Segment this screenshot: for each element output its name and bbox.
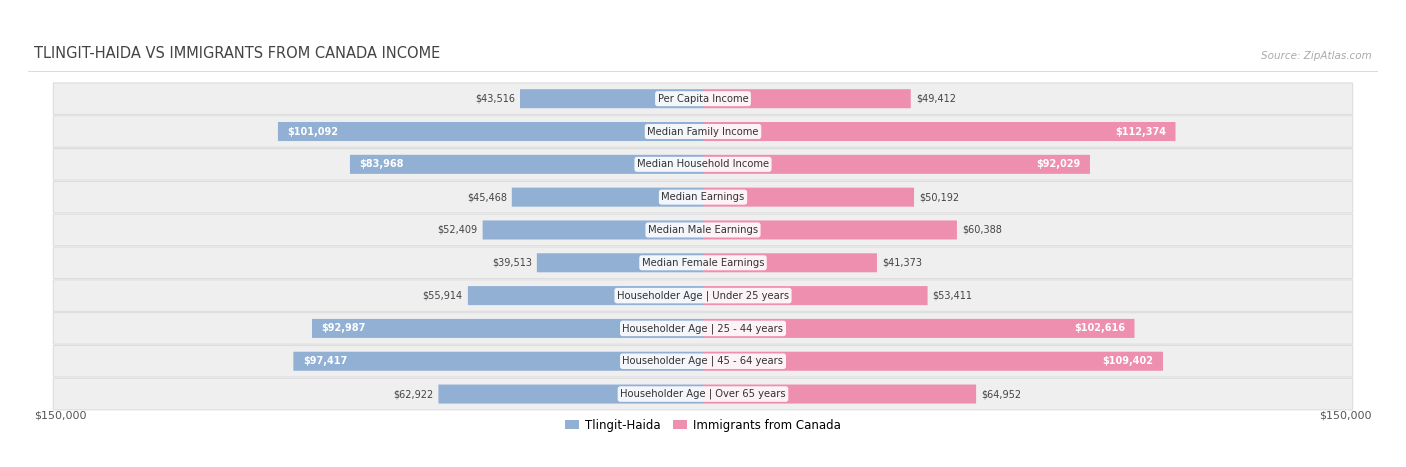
FancyBboxPatch shape [482,220,703,240]
FancyBboxPatch shape [537,253,703,272]
FancyBboxPatch shape [53,149,1353,180]
FancyBboxPatch shape [294,352,703,371]
Text: $102,616: $102,616 [1074,324,1125,333]
FancyBboxPatch shape [53,280,1353,311]
Text: $50,192: $50,192 [920,192,959,202]
FancyBboxPatch shape [350,155,703,174]
Text: $43,516: $43,516 [475,94,515,104]
Text: Median Earnings: Median Earnings [661,192,745,202]
Text: Per Capita Income: Per Capita Income [658,94,748,104]
FancyBboxPatch shape [703,384,976,403]
Legend: Tlingit-Haida, Immigrants from Canada: Tlingit-Haida, Immigrants from Canada [561,414,845,436]
Text: Householder Age | Under 25 years: Householder Age | Under 25 years [617,290,789,301]
Text: $62,922: $62,922 [394,389,433,399]
Text: $64,952: $64,952 [981,389,1021,399]
Text: $92,029: $92,029 [1036,159,1080,170]
FancyBboxPatch shape [53,378,1353,410]
Text: $55,914: $55,914 [423,290,463,301]
Text: $97,417: $97,417 [302,356,347,366]
Text: Householder Age | Over 65 years: Householder Age | Over 65 years [620,389,786,399]
FancyBboxPatch shape [703,220,957,240]
FancyBboxPatch shape [703,89,911,108]
FancyBboxPatch shape [439,384,703,403]
Text: Median Family Income: Median Family Income [647,127,759,136]
FancyBboxPatch shape [53,247,1353,278]
Text: $112,374: $112,374 [1115,127,1166,136]
Text: Source: ZipAtlas.com: Source: ZipAtlas.com [1261,51,1372,61]
Text: $60,388: $60,388 [962,225,1002,235]
Text: $150,000: $150,000 [34,410,87,420]
Text: Median Household Income: Median Household Income [637,159,769,170]
FancyBboxPatch shape [53,181,1353,213]
FancyBboxPatch shape [53,313,1353,344]
FancyBboxPatch shape [312,319,703,338]
Text: $49,412: $49,412 [915,94,956,104]
FancyBboxPatch shape [703,352,1163,371]
Text: $41,373: $41,373 [882,258,922,268]
FancyBboxPatch shape [703,319,1135,338]
FancyBboxPatch shape [53,346,1353,377]
FancyBboxPatch shape [53,214,1353,246]
FancyBboxPatch shape [53,116,1353,147]
FancyBboxPatch shape [703,122,1175,141]
Text: $109,402: $109,402 [1102,356,1153,366]
Text: $101,092: $101,092 [287,127,339,136]
Text: Median Male Earnings: Median Male Earnings [648,225,758,235]
Text: $45,468: $45,468 [467,192,506,202]
FancyBboxPatch shape [703,188,914,207]
FancyBboxPatch shape [278,122,703,141]
FancyBboxPatch shape [468,286,703,305]
FancyBboxPatch shape [512,188,703,207]
Text: Median Female Earnings: Median Female Earnings [641,258,765,268]
FancyBboxPatch shape [703,155,1090,174]
Text: TLINGIT-HAIDA VS IMMIGRANTS FROM CANADA INCOME: TLINGIT-HAIDA VS IMMIGRANTS FROM CANADA … [34,46,440,61]
Text: $53,411: $53,411 [932,290,973,301]
Text: $39,513: $39,513 [492,258,531,268]
FancyBboxPatch shape [703,253,877,272]
Text: $150,000: $150,000 [1319,410,1372,420]
FancyBboxPatch shape [520,89,703,108]
Text: $52,409: $52,409 [437,225,478,235]
Text: $83,968: $83,968 [360,159,404,170]
FancyBboxPatch shape [703,286,928,305]
Text: $92,987: $92,987 [322,324,366,333]
Text: Householder Age | 25 - 44 years: Householder Age | 25 - 44 years [623,323,783,333]
Text: Householder Age | 45 - 64 years: Householder Age | 45 - 64 years [623,356,783,367]
FancyBboxPatch shape [53,83,1353,114]
